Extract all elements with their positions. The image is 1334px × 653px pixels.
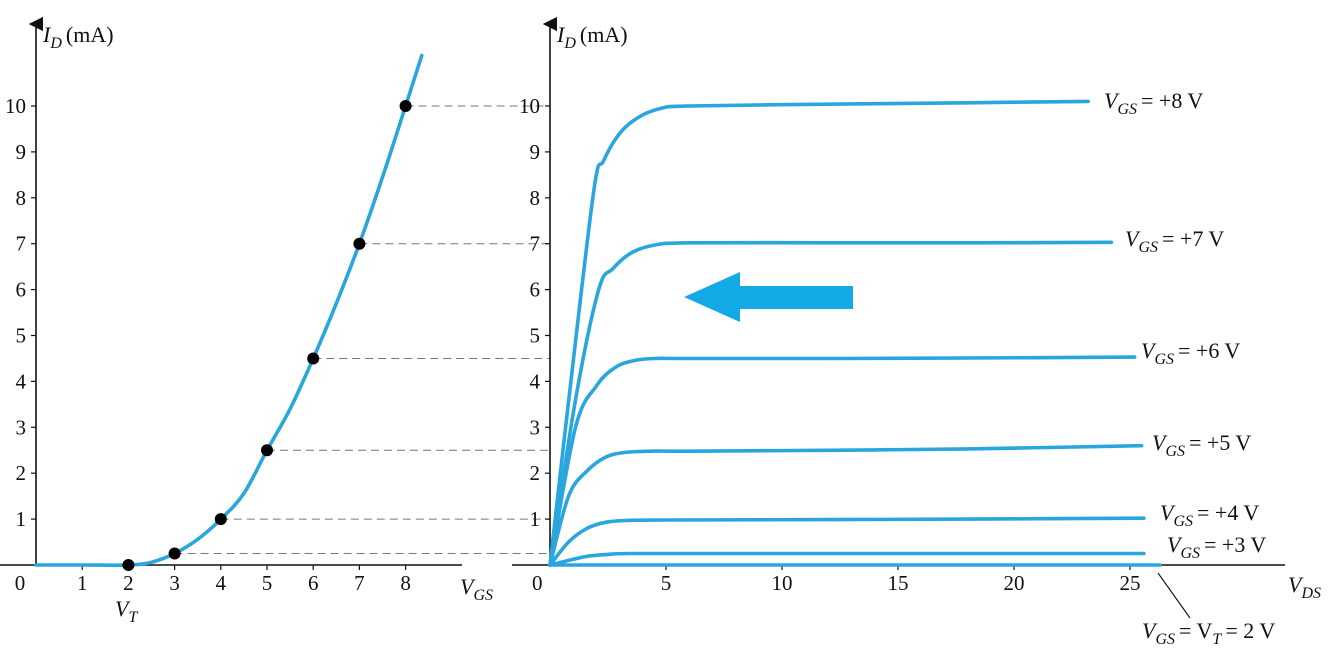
left-x-ticks: 0 1 2 3 4 5 6 7 8: [15, 565, 411, 595]
left-y-tick-label: 5: [16, 324, 27, 348]
data-point: [214, 513, 227, 526]
right-x-tick-label: 10: [772, 571, 793, 595]
left-y-tick-label: 8: [16, 186, 27, 210]
drain-curve: [548, 443, 1144, 567]
left-x-tick-label: 8: [400, 571, 411, 595]
left-x-axis-title: VGS: [460, 574, 493, 604]
curve-label: VGS = +6 V: [1141, 338, 1240, 368]
left-y-ticks: 1 2 3 4 5 6 7 8 9 10: [5, 94, 36, 531]
vt-leader-line: [1157, 572, 1191, 619]
left-arrow-icon: [684, 272, 853, 322]
projection-lines: [174, 105, 550, 555]
left-y-tick-label: 2: [16, 461, 27, 485]
right-x-axis-title: VDS: [1288, 572, 1321, 602]
left-x-tick-label: 5: [262, 571, 273, 595]
right-y-tick-label: 3: [530, 415, 541, 439]
right-x-tick-label: 20: [1004, 571, 1025, 595]
left-x-tick-label: 0: [15, 571, 26, 595]
data-point: [168, 547, 181, 560]
curve-label: VGS = +5 V: [1152, 430, 1251, 460]
right-y-tick-label: 4: [530, 369, 541, 393]
drain-curve: [548, 240, 1114, 567]
right-x-tick-label: 15: [888, 571, 909, 595]
right-y-tick-label: 2: [530, 461, 541, 485]
right-y-tick-label: 8: [530, 186, 541, 210]
left-x-tick-label: 7: [354, 571, 365, 595]
data-point: [261, 444, 273, 457]
drain-curve: [548, 99, 1090, 567]
left-y-tick-label: 9: [16, 140, 27, 164]
left-y-tick-label: 3: [16, 415, 27, 439]
left-y-tick-label: 6: [16, 278, 27, 302]
left-y-axis-title: ID (mA): [42, 22, 114, 52]
curve-label: VGS = VT = 2 V: [1142, 618, 1275, 648]
left-x-tick-label: 4: [216, 571, 227, 595]
data-point: [307, 352, 320, 365]
left-x-tick-label: 1: [77, 571, 88, 595]
right-y-axis-title: ID (mA): [556, 22, 628, 52]
drain-curve: [548, 551, 1146, 567]
left-y-tick-label: 10: [5, 94, 26, 118]
curve-label: VGS = +7 V: [1125, 226, 1224, 256]
right-x-tick-label: 5: [661, 571, 672, 595]
left-x-tick-label: 2: [123, 571, 134, 595]
data-point: [399, 100, 412, 112]
transfer-characteristic-chart: ID (mA) VGS VT 1 2 3 4 5 6 7 8 9 10 0 1 2 3 4 5 6 7 8: [0, 16, 493, 626]
curve-label: VGS = +3 V: [1167, 532, 1266, 562]
right-origin-label: 0: [532, 571, 543, 595]
drain-curve: [548, 516, 1146, 567]
curve-label: VGS = +4 V: [1160, 500, 1259, 530]
right-y-tick-label: 10: [519, 94, 540, 118]
right-y-ticks: 1 2 3 4 5 6 7 8 9 10: [519, 94, 550, 531]
left-y-tick-label: 4: [16, 369, 27, 393]
curve-label: VGS = +8 V: [1104, 88, 1203, 118]
left-y-tick-label: 7: [16, 232, 27, 256]
curve-labels: VGS = +8 V VGS = +7 V VGS = +6 V VGS = +5 V VGS =…: [1104, 88, 1275, 648]
drain-curves: [548, 99, 1162, 567]
transfer-curve: [34, 53, 424, 568]
data-point: [122, 559, 135, 571]
left-y-tick-label: 1: [16, 507, 27, 531]
threshold-label: VT: [115, 596, 138, 626]
right-y-tick-label: 9: [530, 140, 541, 164]
right-x-tick-label: 25: [1120, 571, 1141, 595]
transfer-points: [122, 100, 412, 571]
left-x-tick-label: 6: [308, 571, 319, 595]
right-y-tick-label: 7: [530, 232, 541, 256]
right-x-ticks: 5 10 15 20 25: [661, 565, 1141, 595]
right-y-tick-label: 6: [530, 278, 541, 302]
right-y-tick-label: 5: [530, 324, 541, 348]
right-y-tick-label: 1: [530, 507, 541, 531]
left-x-tick-label: 3: [169, 571, 180, 595]
data-point: [353, 237, 366, 250]
drain-curve: [548, 355, 1137, 567]
drain-characteristics-chart: ID (mA) VDS 0 1 2 3 4 5 6 7 8 9 10 5 10 15 20 25 VGS = …: [512, 16, 1321, 648]
